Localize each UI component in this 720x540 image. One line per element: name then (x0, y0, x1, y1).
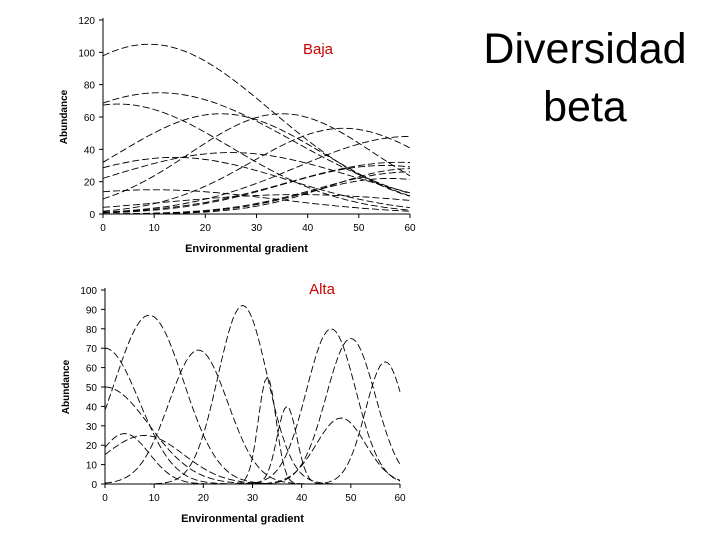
chart-1-x-axis-label: Environmental gradient (185, 243, 308, 255)
chart-2-series-4-line (105, 328, 401, 485)
chart-1-series-7-line (102, 135, 410, 213)
chart-2-series-5-line (105, 338, 401, 485)
chart-2-series-6-line (105, 376, 400, 485)
chart-2-y-tick-label: 100 (80, 286, 97, 297)
chart-1-series-5-line (102, 113, 411, 200)
chart-2-x-tick-label: 10 (149, 493, 161, 504)
chart-2-series-3-line (104, 349, 400, 485)
chart-1-x-tick-label: 60 (404, 223, 416, 234)
chart-1-series-14-line (103, 177, 411, 215)
chart-1-series-4-line (102, 113, 411, 197)
chart-1-y-tick-label: 80 (84, 81, 96, 92)
chart-2-y-tick-label: 20 (86, 441, 98, 452)
chart-2-annotation: Alta (309, 281, 336, 298)
chart-1-y-tick-label: 60 (84, 113, 96, 124)
chart-2-x-tick-label: 30 (247, 493, 259, 504)
chart-1-series-8-line (102, 152, 411, 194)
chart-1-y-tick-label: 40 (84, 145, 96, 156)
chart-2-series-12-line (104, 386, 400, 485)
chart-2-x-axis-label: Environmental gradient (181, 513, 304, 525)
chart-2-x-tick-label: 40 (296, 493, 308, 504)
chart-2-y-tick-label: 30 (86, 422, 98, 433)
chart-1-x-tick-label: 40 (302, 223, 314, 234)
chart-2-y-tick-label: 40 (86, 402, 98, 413)
chart-1-series-16-line (102, 194, 411, 208)
chart-2-series-9-line (105, 417, 401, 485)
chart-1-series-9-line (102, 156, 411, 209)
chart-2-y-tick-label: 80 (86, 325, 98, 336)
chart-1-y-axis-label: Abundance (59, 89, 70, 144)
chart-1-x-tick-label: 50 (353, 223, 365, 234)
chart-2-y-tick-label: 10 (86, 461, 98, 472)
chart-2-x-tick-label: 60 (394, 493, 406, 504)
chart-1-series-15-line (102, 189, 411, 212)
chart-1-series-2-line (102, 92, 411, 194)
chart-1-y-tick-label: 20 (84, 178, 96, 189)
chart-1-series-10-line (102, 161, 411, 213)
chart-1-y-tick-label: 100 (78, 48, 95, 59)
chart-2-y-tick-label: 90 (86, 305, 98, 316)
title-line-1: Diversidad (483, 25, 687, 73)
chart-1-y-tick-label: 120 (78, 16, 95, 27)
chart-2-y-tick-label: 0 (91, 480, 97, 491)
chart-1-annotation: Baja (303, 41, 334, 58)
chart-1-x-tick-label: 30 (251, 223, 263, 234)
chart-2-y-axis-label: Abundance (61, 359, 72, 414)
chart-2-y-tick-label: 60 (86, 364, 98, 375)
chart-1-series-11-line (102, 165, 411, 214)
slide-title: Diversidad beta (460, 20, 710, 136)
chart-2-y-tick-label: 70 (86, 344, 98, 355)
chart-2-x-tick-label: 50 (345, 493, 357, 504)
chart-1-series-1-line (102, 43, 411, 197)
chart-1-series-3-line (102, 103, 411, 211)
chart-2-y-tick-label: 50 (86, 383, 98, 394)
chart-2-series-8-line (105, 361, 401, 485)
chart-1-x-tick-label: 10 (149, 223, 161, 234)
chart-1-x-tick-label: 20 (200, 223, 212, 234)
title-line-2: beta (543, 83, 627, 131)
chart-2-series-11-line (104, 347, 400, 485)
chart-2-series-13-line (104, 435, 400, 485)
chart-1-y-tick-label: 0 (89, 210, 95, 221)
chart-1-x-tick-label: 0 (100, 223, 106, 234)
chart-1-series-6-line (102, 127, 411, 212)
chart-2-x-tick-label: 0 (102, 493, 108, 504)
chart-2-x-tick-label: 20 (198, 493, 210, 504)
